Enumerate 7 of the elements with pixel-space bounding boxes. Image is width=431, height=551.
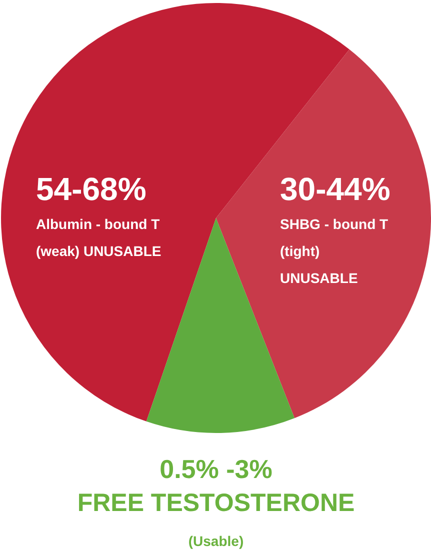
text: 0.5% -3% [160, 454, 272, 484]
slice-label: FREE TESTOSTERONE [77, 489, 355, 517]
slice-label: SHBG - bound T (tight) UNUSABLE [280, 216, 389, 286]
text: (Usable) [188, 533, 244, 549]
text: 54-68% [36, 171, 146, 207]
slice-label: Albumin - bound T (weak) UNUSABLE [36, 216, 162, 259]
text: 30-44% [280, 171, 390, 207]
